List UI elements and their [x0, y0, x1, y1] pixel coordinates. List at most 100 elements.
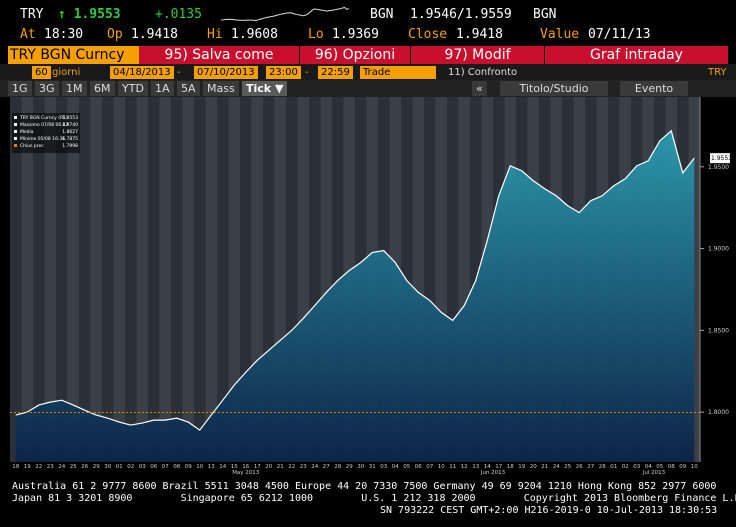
day-band — [458, 97, 470, 462]
period-button[interactable]: YTD — [118, 81, 148, 96]
price-line — [15, 129, 695, 431]
x-tick-label: 29 — [346, 464, 353, 470]
field[interactable]: Trade — [360, 66, 436, 79]
x-tick-label: 12 — [461, 464, 468, 470]
x-tick-label: 06 — [415, 464, 422, 470]
legend-name: Media — [20, 129, 34, 135]
x-tick-label: 16 — [242, 464, 249, 470]
pair: BGN — [370, 7, 394, 22]
y-tick-label: 1.9000 — [708, 246, 729, 253]
stat-label: At — [20, 27, 36, 42]
currency: BGN — [533, 7, 557, 22]
x-tick-label: 04 — [645, 464, 652, 470]
tool[interactable]: « — [472, 81, 487, 96]
tool[interactable]: Titolo/Studio — [500, 81, 608, 96]
legend-swatch — [14, 137, 17, 140]
x-tick-label: 01 — [610, 464, 617, 470]
x-tick-label: 02 — [127, 464, 134, 470]
day-band — [297, 97, 309, 462]
footer-line: Japan 81 3 3201 8900 Singapore 65 6212 1… — [12, 493, 736, 504]
day-band — [251, 97, 263, 462]
x-tick-label: 31 — [369, 464, 376, 470]
x-tick-label: 27 — [323, 464, 330, 470]
compare[interactable]: 11) Confronto — [448, 67, 518, 78]
view-title: Graf intraday — [545, 46, 729, 64]
x-tick-label: 19 — [518, 464, 525, 470]
x-tick-label: 10 — [438, 464, 445, 470]
legend-name: TRY BGN Curncy (R1) — [19, 115, 68, 121]
stat-label: Op — [107, 27, 123, 42]
currency-right: TRY — [708, 67, 727, 78]
footer-line: SN 793222 CEST GMT+2:00 H216-2019-0 10-J… — [380, 505, 718, 516]
sparkline — [220, 6, 350, 22]
x-tick-label: 01 — [116, 464, 123, 470]
last-label: 1.9553 — [711, 155, 732, 162]
button[interactable]: 96) Opzioni — [300, 46, 411, 64]
stat-value: 1.9369 — [332, 27, 379, 42]
stat-value: 07/11/13 — [588, 27, 651, 42]
period-button[interactable]: Tick ▼ — [242, 81, 288, 96]
x-tick-label: 17 — [495, 464, 502, 470]
days[interactable]: 60 — [32, 66, 51, 79]
x-tick-label: 11 — [449, 464, 456, 470]
period-button[interactable]: 3G — [35, 81, 59, 96]
x-tick-label: 03 — [139, 464, 146, 470]
stat-label: Close — [408, 27, 448, 42]
day-band — [435, 97, 447, 462]
button[interactable]: 95) Salva come — [139, 46, 300, 64]
x-tick-label: 20 — [265, 464, 272, 470]
footer-line: Australia 61 2 9777 8600 Brazil 5511 304… — [12, 481, 717, 492]
day-band — [21, 97, 33, 462]
y-tick-label: 1.8500 — [708, 327, 729, 334]
x-tick-label: 25 — [564, 464, 571, 470]
day-band — [44, 97, 56, 462]
x-tick-label: 29 — [93, 464, 100, 470]
x-tick-label: 26 — [81, 464, 88, 470]
period-button[interactable]: 1G — [8, 81, 32, 96]
x-tick-label: 14 — [484, 464, 491, 470]
legend-swatch — [14, 123, 17, 126]
legend-box — [12, 113, 80, 153]
period-button[interactable]: 1M — [62, 81, 87, 96]
x-tick-label: 13 — [208, 464, 215, 470]
x-tick-label: 18 — [507, 464, 514, 470]
legend-value: 1.8627 — [62, 129, 78, 135]
month-label: Jul 2013 — [642, 470, 666, 476]
x-tick-label: 30 — [104, 464, 111, 470]
x-tick-label: 23 — [47, 464, 54, 470]
period-button[interactable]: 1A — [151, 81, 174, 96]
x-tick-label: 09 — [679, 464, 686, 470]
legend-value: 1.9553 — [62, 115, 78, 121]
x-tick-label: 17 — [254, 464, 261, 470]
from-time[interactable]: 23:00 — [266, 66, 301, 79]
x-tick-label: 14 — [219, 464, 226, 470]
button[interactable]: 97) Modif — [411, 46, 545, 64]
x-tick-label: 08 — [668, 464, 675, 470]
y-tick-label: 1.8000 — [708, 409, 729, 416]
x-tick-label: 18 — [12, 464, 19, 470]
legend-swatch — [14, 116, 17, 119]
chart: 1.8000 1.8500 1.9000 1.9500 1.9553 18 19 22 23 24… — [10, 97, 732, 476]
to-time[interactable]: 22:59 — [318, 66, 353, 79]
area — [15, 130, 695, 462]
x-tick-label: 02 — [622, 464, 629, 470]
day-band — [113, 97, 125, 462]
x-tick-label: 07 — [426, 464, 433, 470]
start-date[interactable]: 04/18/2013 — [110, 66, 174, 79]
x-tick-label: 21 — [277, 464, 284, 470]
x-tick-label: 23 — [300, 464, 307, 470]
legend-name: Minimo 05/08 16:36 — [20, 136, 65, 142]
x-tick-label: 10 — [691, 464, 698, 470]
x-tick-label: 24 — [58, 464, 65, 470]
x-tick-label: 08 — [173, 464, 180, 470]
stat-label: Value — [540, 27, 580, 42]
day-band — [228, 97, 240, 462]
period-button[interactable]: Mass — [203, 81, 239, 96]
tool[interactable]: Evento — [620, 81, 688, 96]
period-button[interactable]: 6M — [90, 81, 115, 96]
x-tick-label: 27 — [587, 464, 594, 470]
y-tick-label: 1.9500 — [708, 164, 729, 171]
end-date[interactable]: 07/10/2013 — [194, 66, 258, 79]
day-band — [274, 97, 286, 462]
period-button[interactable]: 5A — [177, 81, 200, 96]
